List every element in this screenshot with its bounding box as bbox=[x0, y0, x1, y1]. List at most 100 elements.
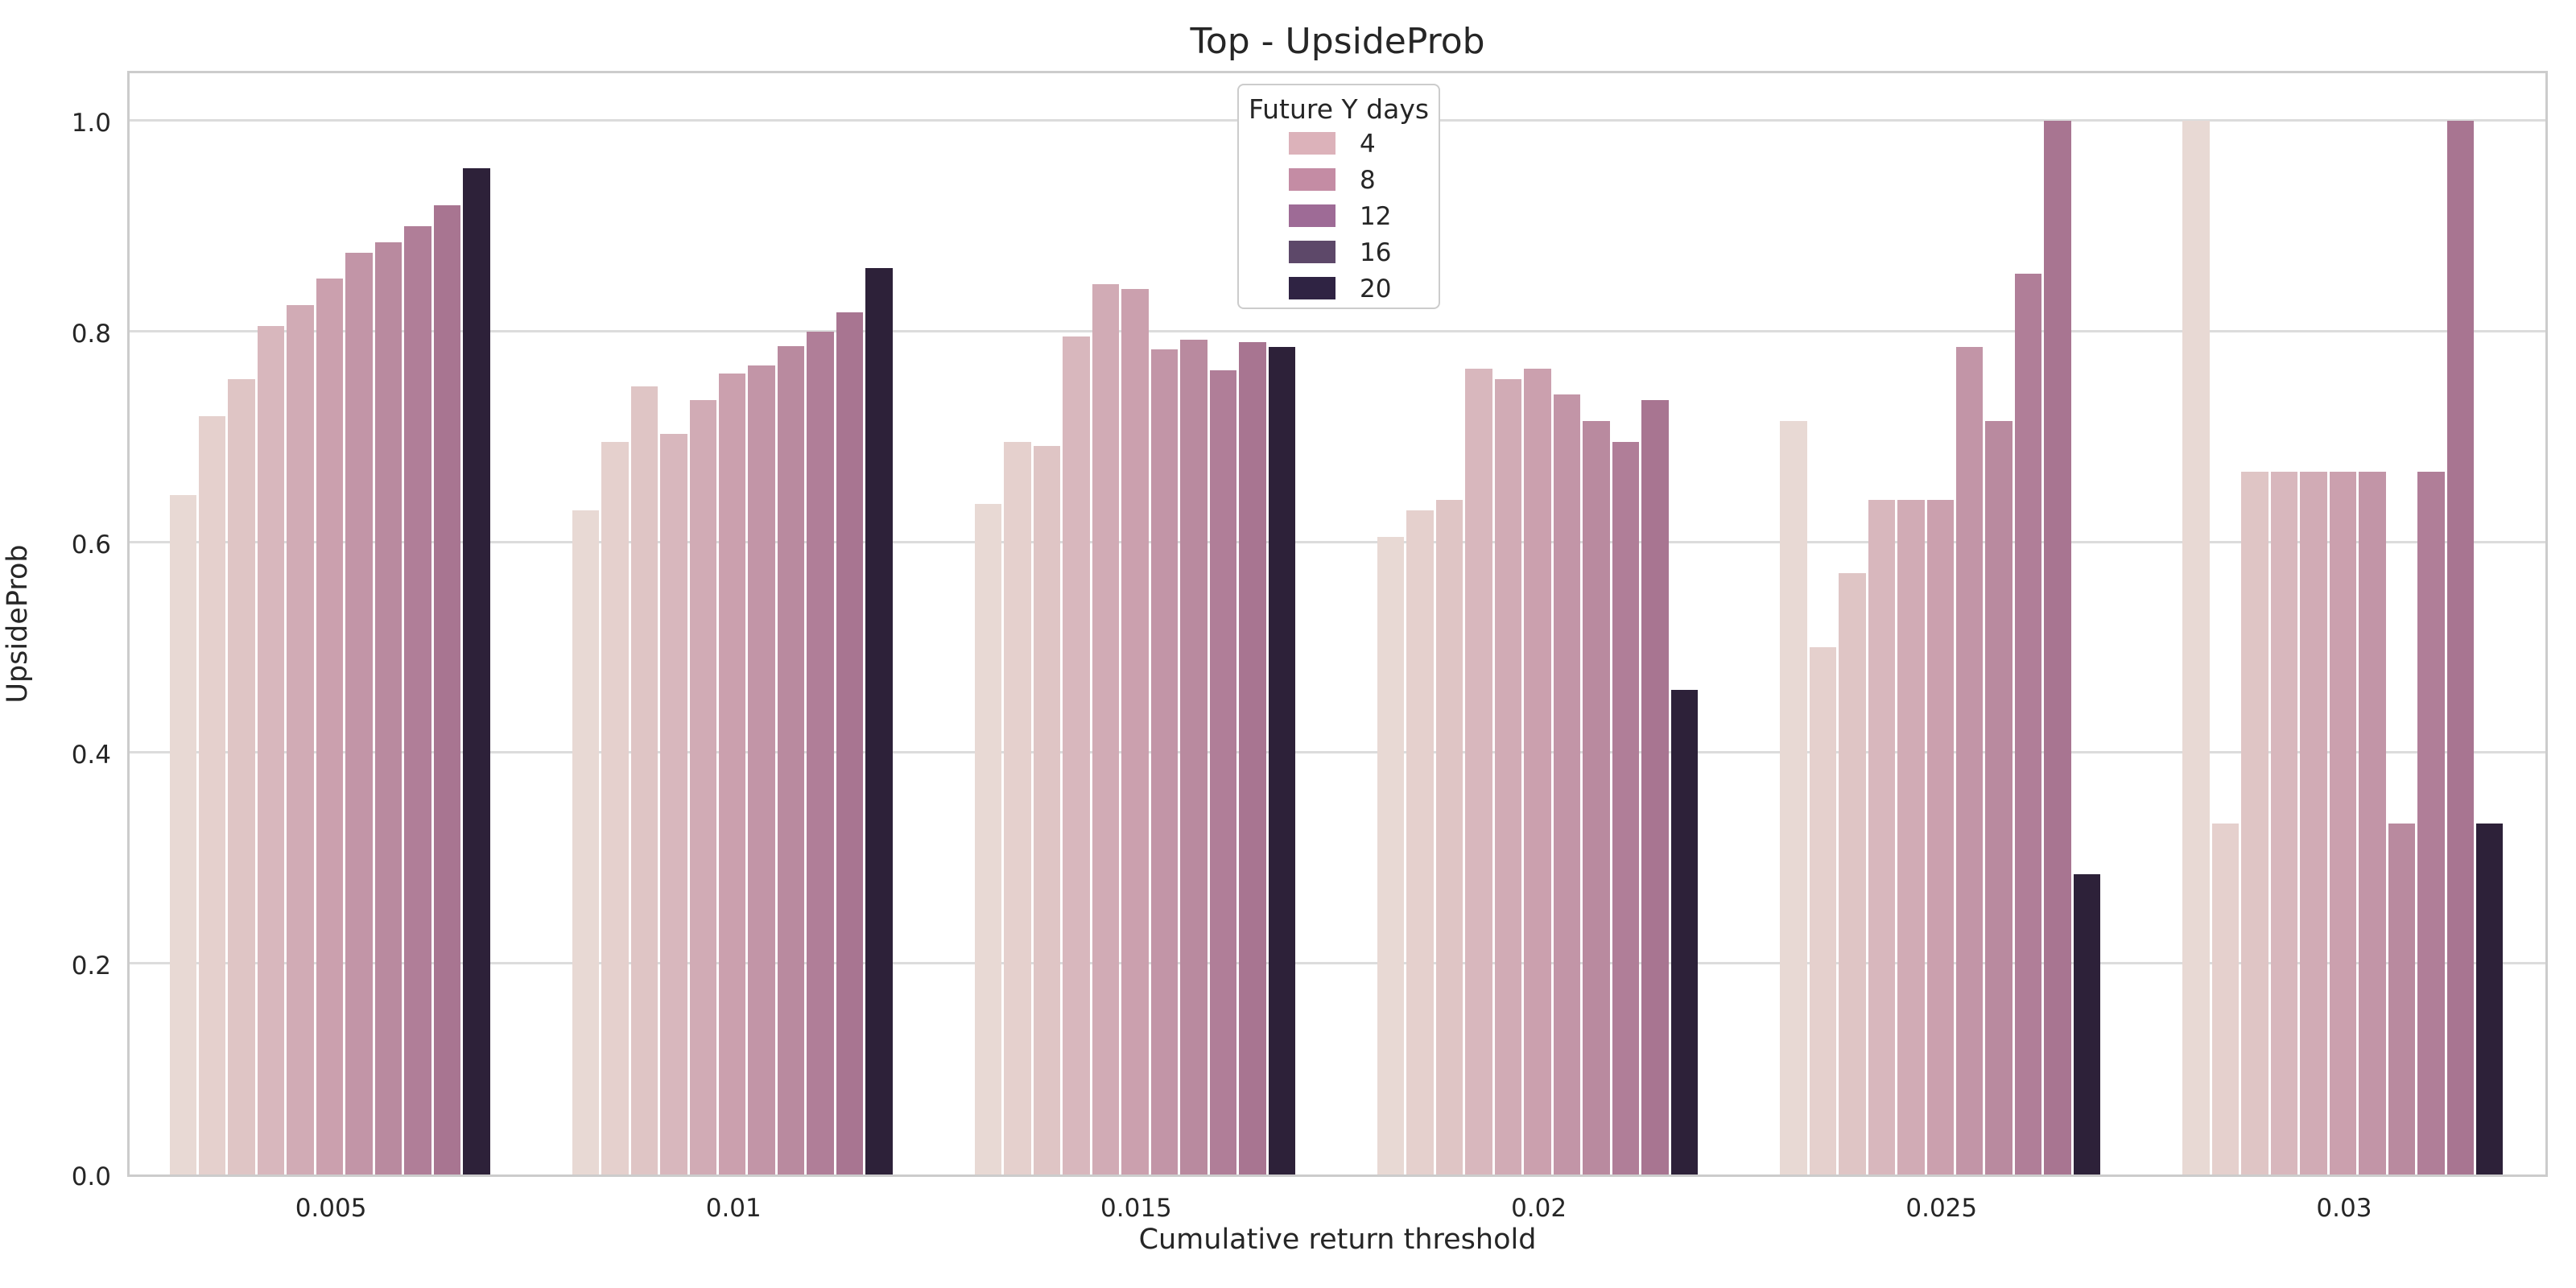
bar-0.03-h2 bbox=[2241, 472, 2268, 1174]
bar-0.005-h0 bbox=[169, 495, 196, 1174]
bar-0.005-h6 bbox=[345, 253, 373, 1174]
bar-0.025-h1 bbox=[1809, 647, 1837, 1174]
bar-0.02-h1 bbox=[1406, 510, 1434, 1174]
x-tick-0.03: 0.03 bbox=[2316, 1194, 2372, 1223]
bar-0.005-h3 bbox=[257, 326, 285, 1174]
y-tick-0.8: 0.8 bbox=[71, 319, 111, 349]
bar-0.015-h5 bbox=[1121, 289, 1149, 1174]
bar-0.03-h0 bbox=[2182, 121, 2210, 1174]
bar-0.02-h3 bbox=[1465, 369, 1492, 1174]
bar-0.005-h2 bbox=[228, 379, 255, 1174]
bar-0.025-h7 bbox=[1985, 421, 2013, 1174]
bar-0.02-h0 bbox=[1377, 537, 1405, 1174]
bar-0.01-h2 bbox=[630, 386, 658, 1174]
bar-0.03-h8 bbox=[2417, 472, 2445, 1174]
bar-0.025-h0 bbox=[1780, 421, 1807, 1174]
gridline-y-0.6 bbox=[130, 540, 2545, 543]
gridline-y-0.4 bbox=[130, 751, 2545, 754]
legend-swatch-16 bbox=[1289, 241, 1335, 263]
bar-0.015-h7 bbox=[1180, 340, 1208, 1174]
y-tick-1.0: 1.0 bbox=[71, 109, 111, 138]
bar-0.01-h10 bbox=[865, 268, 893, 1174]
legend-label-8: 8 bbox=[1360, 166, 1376, 195]
bar-0.005-h4 bbox=[287, 305, 314, 1174]
bar-0.03-h5 bbox=[2329, 472, 2357, 1174]
bar-0.03-h3 bbox=[2270, 472, 2298, 1174]
bar-0.01-h8 bbox=[807, 332, 834, 1174]
y-tick-0.0: 0.0 bbox=[71, 1162, 111, 1191]
bar-0.025-h9 bbox=[2044, 121, 2071, 1174]
legend-row-16: 16 bbox=[1239, 238, 1439, 267]
bar-0.015-h10 bbox=[1268, 347, 1295, 1174]
legend-row-20: 20 bbox=[1239, 275, 1439, 303]
gridline-y-0.2 bbox=[130, 962, 2545, 965]
y-axis-label: UpsideProb bbox=[2, 544, 34, 704]
bar-0.015-h2 bbox=[1033, 446, 1061, 1174]
x-tick-0.005: 0.005 bbox=[295, 1194, 367, 1223]
bar-0.025-h2 bbox=[1839, 573, 1866, 1174]
bar-0.03-h4 bbox=[2300, 472, 2327, 1174]
bar-0.015-h6 bbox=[1150, 349, 1179, 1174]
bar-0.01-h6 bbox=[748, 365, 775, 1174]
bar-0.03-h6 bbox=[2359, 472, 2386, 1174]
bar-0.01-h3 bbox=[660, 434, 687, 1174]
legend-label-4: 4 bbox=[1360, 130, 1376, 159]
legend-swatch-4 bbox=[1289, 132, 1335, 155]
bar-0.025-h5 bbox=[1926, 500, 1954, 1174]
bar-0.01-h1 bbox=[601, 442, 629, 1174]
x-tick-0.025: 0.025 bbox=[1905, 1194, 1978, 1223]
chart-title: Top - UpsideProb bbox=[1190, 21, 1485, 62]
bar-0.005-h1 bbox=[198, 416, 226, 1174]
x-tick-0.015: 0.015 bbox=[1100, 1194, 1172, 1223]
legend-row-12: 12 bbox=[1239, 202, 1439, 231]
bar-0.02-h4 bbox=[1494, 379, 1522, 1174]
bar-0.02-h9 bbox=[1641, 400, 1669, 1174]
y-tick-0.2: 0.2 bbox=[71, 952, 111, 981]
bar-0.015-h8 bbox=[1209, 370, 1237, 1174]
bar-0.015-h9 bbox=[1239, 342, 1266, 1174]
gridline-y-0.8 bbox=[130, 329, 2545, 332]
legend-label-20: 20 bbox=[1360, 275, 1392, 303]
bar-0.02-h10 bbox=[1670, 690, 1699, 1174]
legend-swatch-20 bbox=[1289, 277, 1335, 299]
bar-0.015-h1 bbox=[1004, 442, 1031, 1174]
bar-0.025-h4 bbox=[1897, 500, 1925, 1174]
bar-0.03-h10 bbox=[2476, 824, 2504, 1174]
bar-0.005-h8 bbox=[404, 226, 431, 1174]
legend-row-4: 4 bbox=[1239, 130, 1439, 159]
x-tick-0.01: 0.01 bbox=[705, 1194, 762, 1223]
x-axis-label: Cumulative return threshold bbox=[1138, 1224, 1537, 1256]
bar-0.01-h7 bbox=[777, 346, 805, 1174]
bar-0.02-h2 bbox=[1435, 500, 1463, 1174]
bar-0.03-h9 bbox=[2446, 121, 2474, 1174]
legend-row-8: 8 bbox=[1239, 166, 1439, 195]
bar-0.025-h8 bbox=[2014, 274, 2042, 1174]
legend-label-16: 16 bbox=[1360, 238, 1392, 267]
legend-swatch-12 bbox=[1289, 204, 1335, 227]
bar-0.005-h9 bbox=[433, 205, 461, 1174]
bar-0.03-h7 bbox=[2388, 824, 2416, 1174]
bar-0.02-h8 bbox=[1612, 442, 1640, 1174]
legend: Future Y days 4 8 12 16 20 bbox=[1237, 84, 1440, 309]
bar-0.025-h3 bbox=[1868, 500, 1896, 1174]
bar-0.015-h0 bbox=[974, 504, 1002, 1174]
bar-0.01-h4 bbox=[689, 400, 716, 1174]
bar-0.015-h4 bbox=[1092, 284, 1120, 1174]
legend-swatch-8 bbox=[1289, 168, 1335, 191]
bar-0.01-h9 bbox=[836, 312, 864, 1174]
legend-title: Future Y days bbox=[1248, 93, 1430, 125]
x-tick-0.02: 0.02 bbox=[1511, 1194, 1567, 1223]
bar-0.005-h5 bbox=[316, 279, 344, 1174]
bar-0.01-h0 bbox=[572, 510, 600, 1174]
bar-0.02-h5 bbox=[1524, 369, 1551, 1174]
bar-0.02-h7 bbox=[1583, 421, 1610, 1174]
bar-0.015-h3 bbox=[1063, 336, 1090, 1174]
bar-0.005-h7 bbox=[374, 242, 402, 1174]
bar-0.005-h10 bbox=[463, 168, 490, 1174]
y-tick-0.4: 0.4 bbox=[71, 741, 111, 770]
bar-0.025-h10 bbox=[2073, 874, 2101, 1174]
legend-label-12: 12 bbox=[1360, 202, 1392, 231]
y-tick-0.6: 0.6 bbox=[71, 530, 111, 559]
bar-0.03-h1 bbox=[2211, 824, 2240, 1174]
